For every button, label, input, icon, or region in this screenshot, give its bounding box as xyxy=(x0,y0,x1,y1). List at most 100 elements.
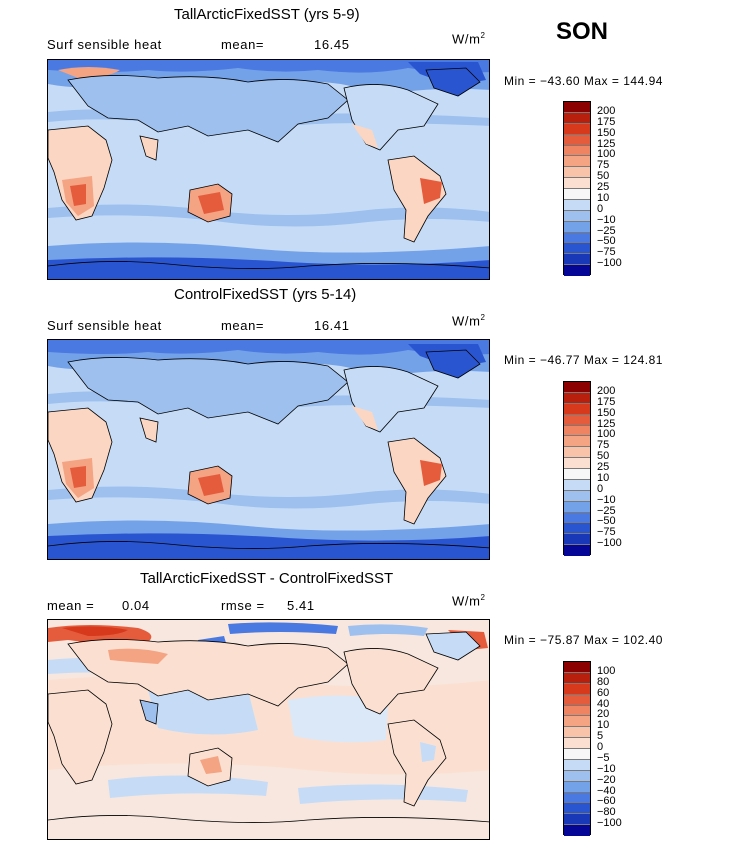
colorbar-swatch xyxy=(564,792,590,804)
colorbar-tick-label: 75 xyxy=(597,159,610,172)
colorbar-swatch xyxy=(564,469,590,480)
colorbar-tick-label: 80 xyxy=(597,675,610,688)
colorbar-swatch xyxy=(564,232,590,244)
colorbar-tick-label: 200 xyxy=(597,384,616,397)
colorbar-swatch xyxy=(564,447,590,459)
panel-3-units: W/m2 xyxy=(452,593,486,609)
colorbar-swatch xyxy=(564,490,590,502)
panel-3-mean-label: mean = xyxy=(47,598,95,613)
colorbar-swatch xyxy=(564,243,590,255)
panel-3-rmse-label: rmse = xyxy=(221,598,265,613)
colorbar-tick-label: 50 xyxy=(597,170,610,183)
colorbar-tick-label: 150 xyxy=(597,126,616,139)
colorbar-tick-label: 100 xyxy=(597,428,616,441)
colorbar-tick-label: −10 xyxy=(597,213,616,226)
panel-2-mean-label: mean= xyxy=(221,318,265,333)
colorbar-tick-label: 25 xyxy=(597,461,610,473)
panel-3-colorbar xyxy=(563,661,591,836)
colorbar-tick-label: 40 xyxy=(597,697,610,710)
colorbar-swatch xyxy=(564,392,590,404)
colorbar-tick-label: 100 xyxy=(597,148,616,161)
panel-2-colorbar xyxy=(563,381,591,556)
colorbar-tick-label: 75 xyxy=(597,439,610,452)
colorbar-tick-label: −75 xyxy=(597,526,616,539)
colorbar-swatch xyxy=(564,189,590,200)
colorbar-swatch xyxy=(564,265,590,276)
colorbar-tick-label: −80 xyxy=(597,806,616,819)
colorbar-tick-label: 20 xyxy=(597,708,610,721)
colorbar-swatch xyxy=(564,254,590,266)
colorbar-swatch xyxy=(564,683,590,695)
colorbar-swatch xyxy=(564,156,590,168)
colorbar-tick-label: 175 xyxy=(597,395,616,408)
colorbar-tick-label: 50 xyxy=(597,450,610,463)
panel-3-map xyxy=(47,619,490,840)
panel-1-mean-value: 16.45 xyxy=(314,37,350,52)
colorbar-swatch xyxy=(564,814,590,826)
colorbar-swatch xyxy=(564,534,590,546)
panel-3-title: TallArcticFixedSST - ControlFixedSST xyxy=(140,570,394,587)
panel-1-units: W/m2 xyxy=(452,31,486,47)
colorbar-tick-label: 0 xyxy=(597,741,604,753)
colorbar-tick-label: −50 xyxy=(597,235,616,248)
colorbar-swatch xyxy=(564,523,590,535)
colorbar-tick-label: 200 xyxy=(597,104,616,117)
colorbar-swatch xyxy=(564,770,590,782)
colorbar-swatch xyxy=(564,403,590,415)
panel-1-map xyxy=(47,59,490,280)
colorbar-tick-label: 0 xyxy=(597,202,604,215)
panel-1-mean-label: mean= xyxy=(221,37,265,52)
panel-1-variable-label: Surf sensible heat xyxy=(47,37,162,52)
colorbar-tick-label: −20 xyxy=(597,773,616,786)
colorbar-swatch xyxy=(564,112,590,124)
panel-2-mean-value: 16.41 xyxy=(314,318,350,333)
colorbar-tick-label: −10 xyxy=(597,493,616,506)
colorbar-tick-label: −100 xyxy=(597,257,622,270)
colorbar-swatch xyxy=(564,781,590,793)
colorbar-tick-label: −40 xyxy=(597,784,616,797)
colorbar-swatch xyxy=(564,501,590,513)
colorbar-tick-label: −100 xyxy=(597,817,622,830)
colorbar-swatch xyxy=(564,662,590,673)
colorbar-swatch xyxy=(564,134,590,146)
colorbar-tick-label: −75 xyxy=(597,246,616,259)
colorbar-tick-label: 10 xyxy=(597,719,610,732)
colorbar-swatch xyxy=(564,759,590,771)
colorbar-swatch xyxy=(564,382,590,393)
colorbar-swatch xyxy=(564,436,590,448)
colorbar-swatch xyxy=(564,145,590,157)
panel-3-rmse-value: 5.41 xyxy=(287,598,315,613)
colorbar-swatch xyxy=(564,803,590,815)
panel-2-minmax: Min = −46.77 Max = 124.81 xyxy=(504,353,663,367)
colorbar-tick-label: 125 xyxy=(597,417,616,430)
panel-1-minmax: Min = −43.60 Max = 144.94 xyxy=(504,74,663,88)
colorbar-swatch xyxy=(564,512,590,524)
colorbar-swatch xyxy=(564,825,590,836)
colorbar-swatch xyxy=(564,672,590,684)
colorbar-tick-label: −10 xyxy=(597,762,616,775)
colorbar-swatch xyxy=(564,727,590,739)
colorbar-swatch xyxy=(564,210,590,222)
colorbar-tick-label: 10 xyxy=(597,191,610,204)
colorbar-tick-label: 10 xyxy=(597,471,610,484)
season-label: SON xyxy=(556,18,609,45)
colorbar-tick-label: 175 xyxy=(597,115,616,128)
panel-1-title: TallArcticFixedSST (yrs 5-9) xyxy=(174,6,360,23)
panel-3-minmax: Min = −75.87 Max = 102.40 xyxy=(504,633,663,647)
colorbar-tick-label: 150 xyxy=(597,406,616,419)
panel-1-colorbar xyxy=(563,101,591,276)
colorbar-swatch xyxy=(564,414,590,426)
panel-2-units: W/m2 xyxy=(452,313,486,329)
colorbar-tick-label: 125 xyxy=(597,137,616,150)
colorbar-swatch xyxy=(564,199,590,211)
colorbar-tick-label: −60 xyxy=(597,795,616,808)
colorbar-tick-label: −25 xyxy=(597,504,616,517)
colorbar-tick-label: 5 xyxy=(597,730,604,743)
colorbar-tick-label: −5 xyxy=(597,751,610,764)
colorbar-tick-label: 100 xyxy=(597,664,616,677)
colorbar-swatch xyxy=(564,738,590,749)
colorbar-swatch xyxy=(564,123,590,135)
colorbar-swatch xyxy=(564,705,590,717)
colorbar-tick-label: 60 xyxy=(597,686,610,699)
colorbar-swatch xyxy=(564,545,590,556)
